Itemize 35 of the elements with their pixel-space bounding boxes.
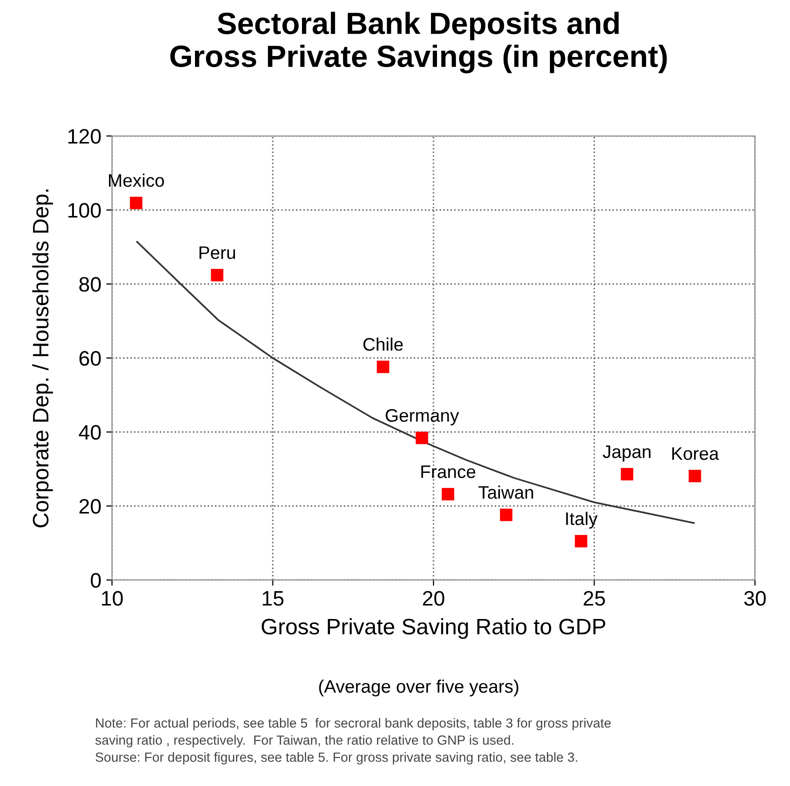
point [210,268,224,282]
point [416,432,428,444]
y-tick-label: 100 [68,203,101,218]
x-axis-title: Gross Private Saving Ratio to GDP [262,618,606,639]
chart-title: Sectoral Bank Deposits and Gross Private Savings (in percent) [170,12,667,74]
annotation: Chile [363,338,403,351]
y-tick-label: 0 [90,573,101,588]
annotation: Mexico [109,174,164,187]
point [620,468,634,480]
point [688,470,702,482]
annotation: Taiwan [478,486,534,499]
point [130,196,142,210]
annotation: France [421,465,476,478]
point [442,488,454,500]
annotation: Japan [602,446,650,462]
x-tick-label: 10 [102,590,123,606]
point [574,534,588,548]
annotation: Italy [566,512,598,529]
x-tick-label: 30 [744,590,766,606]
x-tick-label: 15 [262,591,284,606]
point [376,360,390,374]
x-tick-label: 25 [584,590,605,606]
y-tick-label: 80 [79,277,101,292]
annotation: Peru [200,246,235,260]
y-tick-label: 60 [79,351,101,366]
annotation: Germany [386,409,460,426]
text: Note: For actual periods, see table 5 for secroral bank deposits, table 3 for gross private saving ratio , respectively. For Taiwan, the ratio relative to GNP is used. Sourse: For deposit figures, see table 5. For gross private saving ratio, see table 3. [95,718,611,764]
y-tick-label: 40 [78,425,101,440]
point [500,508,512,522]
y-tick-label: 120 [68,129,101,144]
x-tick-label: 20 [422,590,444,606]
y-tick-label: 20 [79,499,101,514]
annotation: Korea [672,447,719,460]
y-axis-title: Corporate Dep. / Households Dep. [32,190,53,528]
text: (Average over five years) [319,680,518,696]
